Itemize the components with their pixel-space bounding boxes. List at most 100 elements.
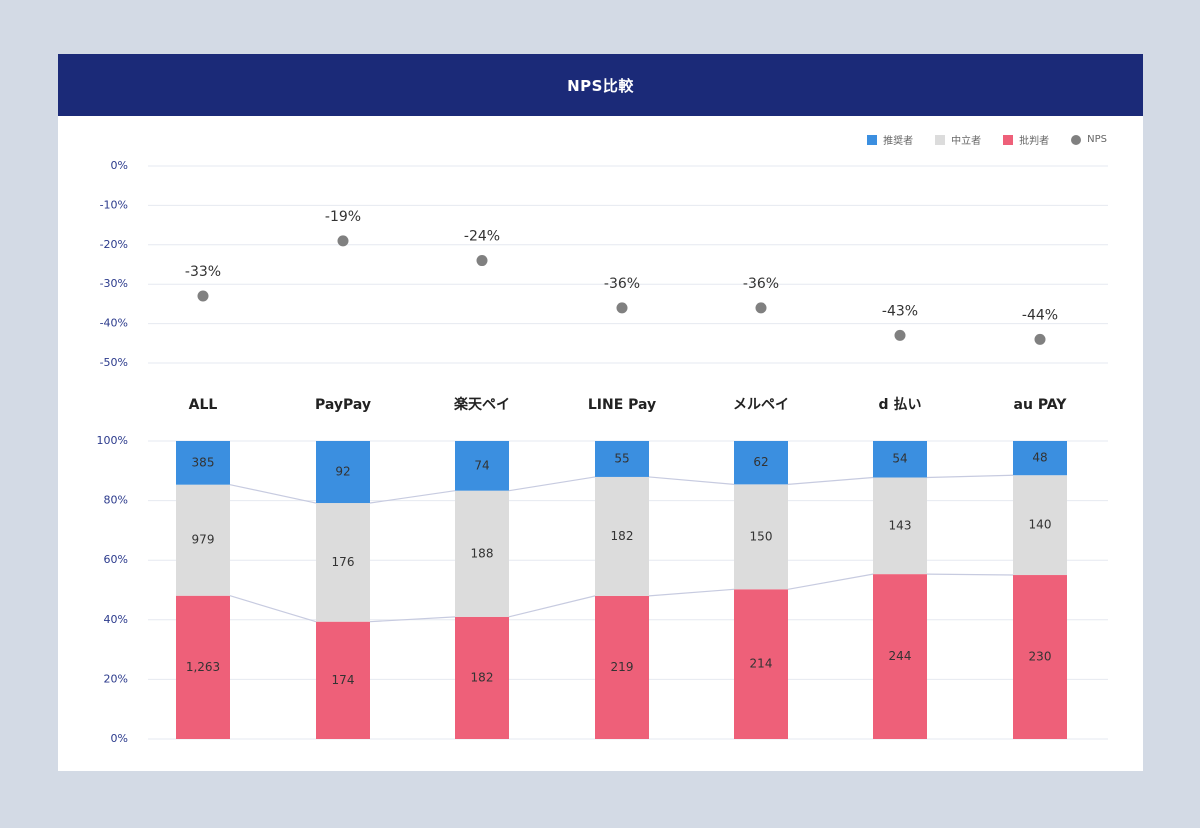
nps-point xyxy=(476,255,488,267)
legend-label-detractors: 批判者 xyxy=(1019,136,1050,147)
bar-y-tick-label: 20% xyxy=(104,672,128,685)
bar-segment-label: 74 xyxy=(474,458,489,472)
legend-label-nps: NPS xyxy=(1087,134,1107,145)
nps-y-tick-label: -20% xyxy=(100,238,128,251)
bar-segment xyxy=(734,484,788,590)
legend-dot-nps xyxy=(1071,134,1082,145)
promoter-boundary-connector xyxy=(926,474,1014,479)
legend-item-nps: NPS xyxy=(1071,134,1107,145)
chart-card: NPS比較 推奨者 中立者 批判者 NPS 0% -10% -20% -30% -40%… xyxy=(58,54,1143,771)
bar-segment xyxy=(455,616,509,739)
detractor-boundary-connector xyxy=(648,588,735,597)
detractor-boundary-connector xyxy=(926,573,1014,576)
nps-value-label: -44% xyxy=(1022,307,1058,323)
bar-segment xyxy=(316,503,370,622)
legend-item-promoters: 推奨者 xyxy=(867,132,913,147)
bar-segment-label: 230 xyxy=(1029,650,1052,664)
promoter-boundary-connector xyxy=(648,476,735,485)
nps-point xyxy=(337,235,349,247)
bar-segment xyxy=(873,477,927,575)
bar-segment xyxy=(1013,475,1067,576)
bar-segment xyxy=(455,490,509,617)
category-label: ALL xyxy=(189,397,218,413)
nps-value-label: -36% xyxy=(604,276,640,292)
bar-segment-label: 150 xyxy=(750,529,773,543)
bar-segment xyxy=(595,476,649,596)
bar-segment xyxy=(734,589,788,739)
bar-segment-label: 140 xyxy=(1029,518,1052,532)
bar-segment xyxy=(873,441,927,478)
bar-segment-label: 1,263 xyxy=(186,660,220,674)
promoter-boundary-connector xyxy=(229,484,317,504)
bar-segment xyxy=(316,441,370,504)
bar-segment xyxy=(176,441,230,485)
bar-segment-label: 92 xyxy=(335,465,350,479)
bar-segment xyxy=(176,595,230,739)
detractor-boundary-connector xyxy=(229,595,317,623)
chart-title: NPS比較 xyxy=(567,76,634,95)
nps-value-label: -36% xyxy=(743,276,779,292)
detractor-boundary-connector xyxy=(369,616,456,623)
legend-item-detractors: 批判者 xyxy=(1003,132,1049,147)
bar-segment xyxy=(595,441,649,477)
bar-segment-label: 55 xyxy=(614,451,629,465)
bar-segment-label: 182 xyxy=(471,670,494,684)
bar-y-tick-label: 100% xyxy=(97,434,128,447)
bar-y-tick-label: 60% xyxy=(104,553,128,566)
nps-y-tick-label: 0% xyxy=(111,159,128,172)
bar-segment xyxy=(455,441,509,491)
bar-segment xyxy=(1013,575,1067,739)
category-label: d 払い xyxy=(879,396,922,413)
bar-segment-label: 48 xyxy=(1032,451,1047,465)
category-label: LINE Pay xyxy=(588,397,656,413)
detractor-boundary-connector xyxy=(787,573,874,590)
bar-segment-label: 214 xyxy=(750,657,773,671)
bar-segment-label: 182 xyxy=(611,529,634,543)
category-label: メルペイ xyxy=(733,397,789,413)
bar-segment xyxy=(595,595,649,739)
bar-segment-label: 62 xyxy=(753,455,768,469)
bar-y-tick-label: 40% xyxy=(104,613,128,626)
bar-segment xyxy=(734,441,788,485)
promoter-boundary-connector xyxy=(508,476,596,492)
nps-point xyxy=(1034,333,1046,345)
bar-segment-label: 219 xyxy=(611,660,634,674)
bar-segment xyxy=(873,574,927,739)
nps-y-tick-label: -10% xyxy=(100,198,128,211)
legend-swatch-promoters xyxy=(867,134,878,145)
bar-y-tick-label: 80% xyxy=(104,494,128,507)
legend-swatch-passives xyxy=(935,134,946,145)
legend-label-promoters: 推奨者 xyxy=(883,136,914,147)
promoter-boundary-connector xyxy=(369,490,456,504)
bar-segment-label: 174 xyxy=(332,673,355,687)
bar-segment xyxy=(316,621,370,739)
nps-y-tick-label: -40% xyxy=(100,317,128,330)
bar-segment-label: 188 xyxy=(471,546,494,560)
category-label: au PAY xyxy=(1014,397,1068,413)
legend-label-passives: 中立者 xyxy=(951,136,982,147)
category-label: 楽天ペイ xyxy=(453,396,510,413)
legend-item-passives: 中立者 xyxy=(935,132,981,147)
bar-segment-label: 385 xyxy=(192,455,215,469)
nps-value-label: -24% xyxy=(464,229,500,245)
nps-value-label: -43% xyxy=(882,303,918,319)
chart-canvas: 0% -10% -20% -30% -40% -50% -33% -19% -24% -36% -3… xyxy=(97,159,1108,745)
bar-segment xyxy=(1013,441,1067,476)
bar-segment xyxy=(176,484,230,596)
nps-point xyxy=(894,329,906,341)
nps-point xyxy=(197,290,209,302)
bar-y-tick-label: 0% xyxy=(111,732,128,745)
detractor-boundary-connector xyxy=(508,595,596,618)
bar-segment-label: 54 xyxy=(892,452,907,466)
bar-segment-label: 979 xyxy=(192,533,215,547)
bar-segment-label: 244 xyxy=(889,649,912,663)
nps-value-label: -19% xyxy=(325,209,361,225)
bar-segment-label: 143 xyxy=(889,518,912,532)
nps-value-label: -33% xyxy=(185,264,221,280)
nps-y-tick-label: -50% xyxy=(100,356,128,369)
nps-point xyxy=(755,302,767,314)
nps-point xyxy=(616,302,628,314)
nps-y-tick-label: -30% xyxy=(100,277,128,290)
bar-segment-label: 176 xyxy=(332,555,355,569)
legend-swatch-detractors xyxy=(1003,134,1014,145)
